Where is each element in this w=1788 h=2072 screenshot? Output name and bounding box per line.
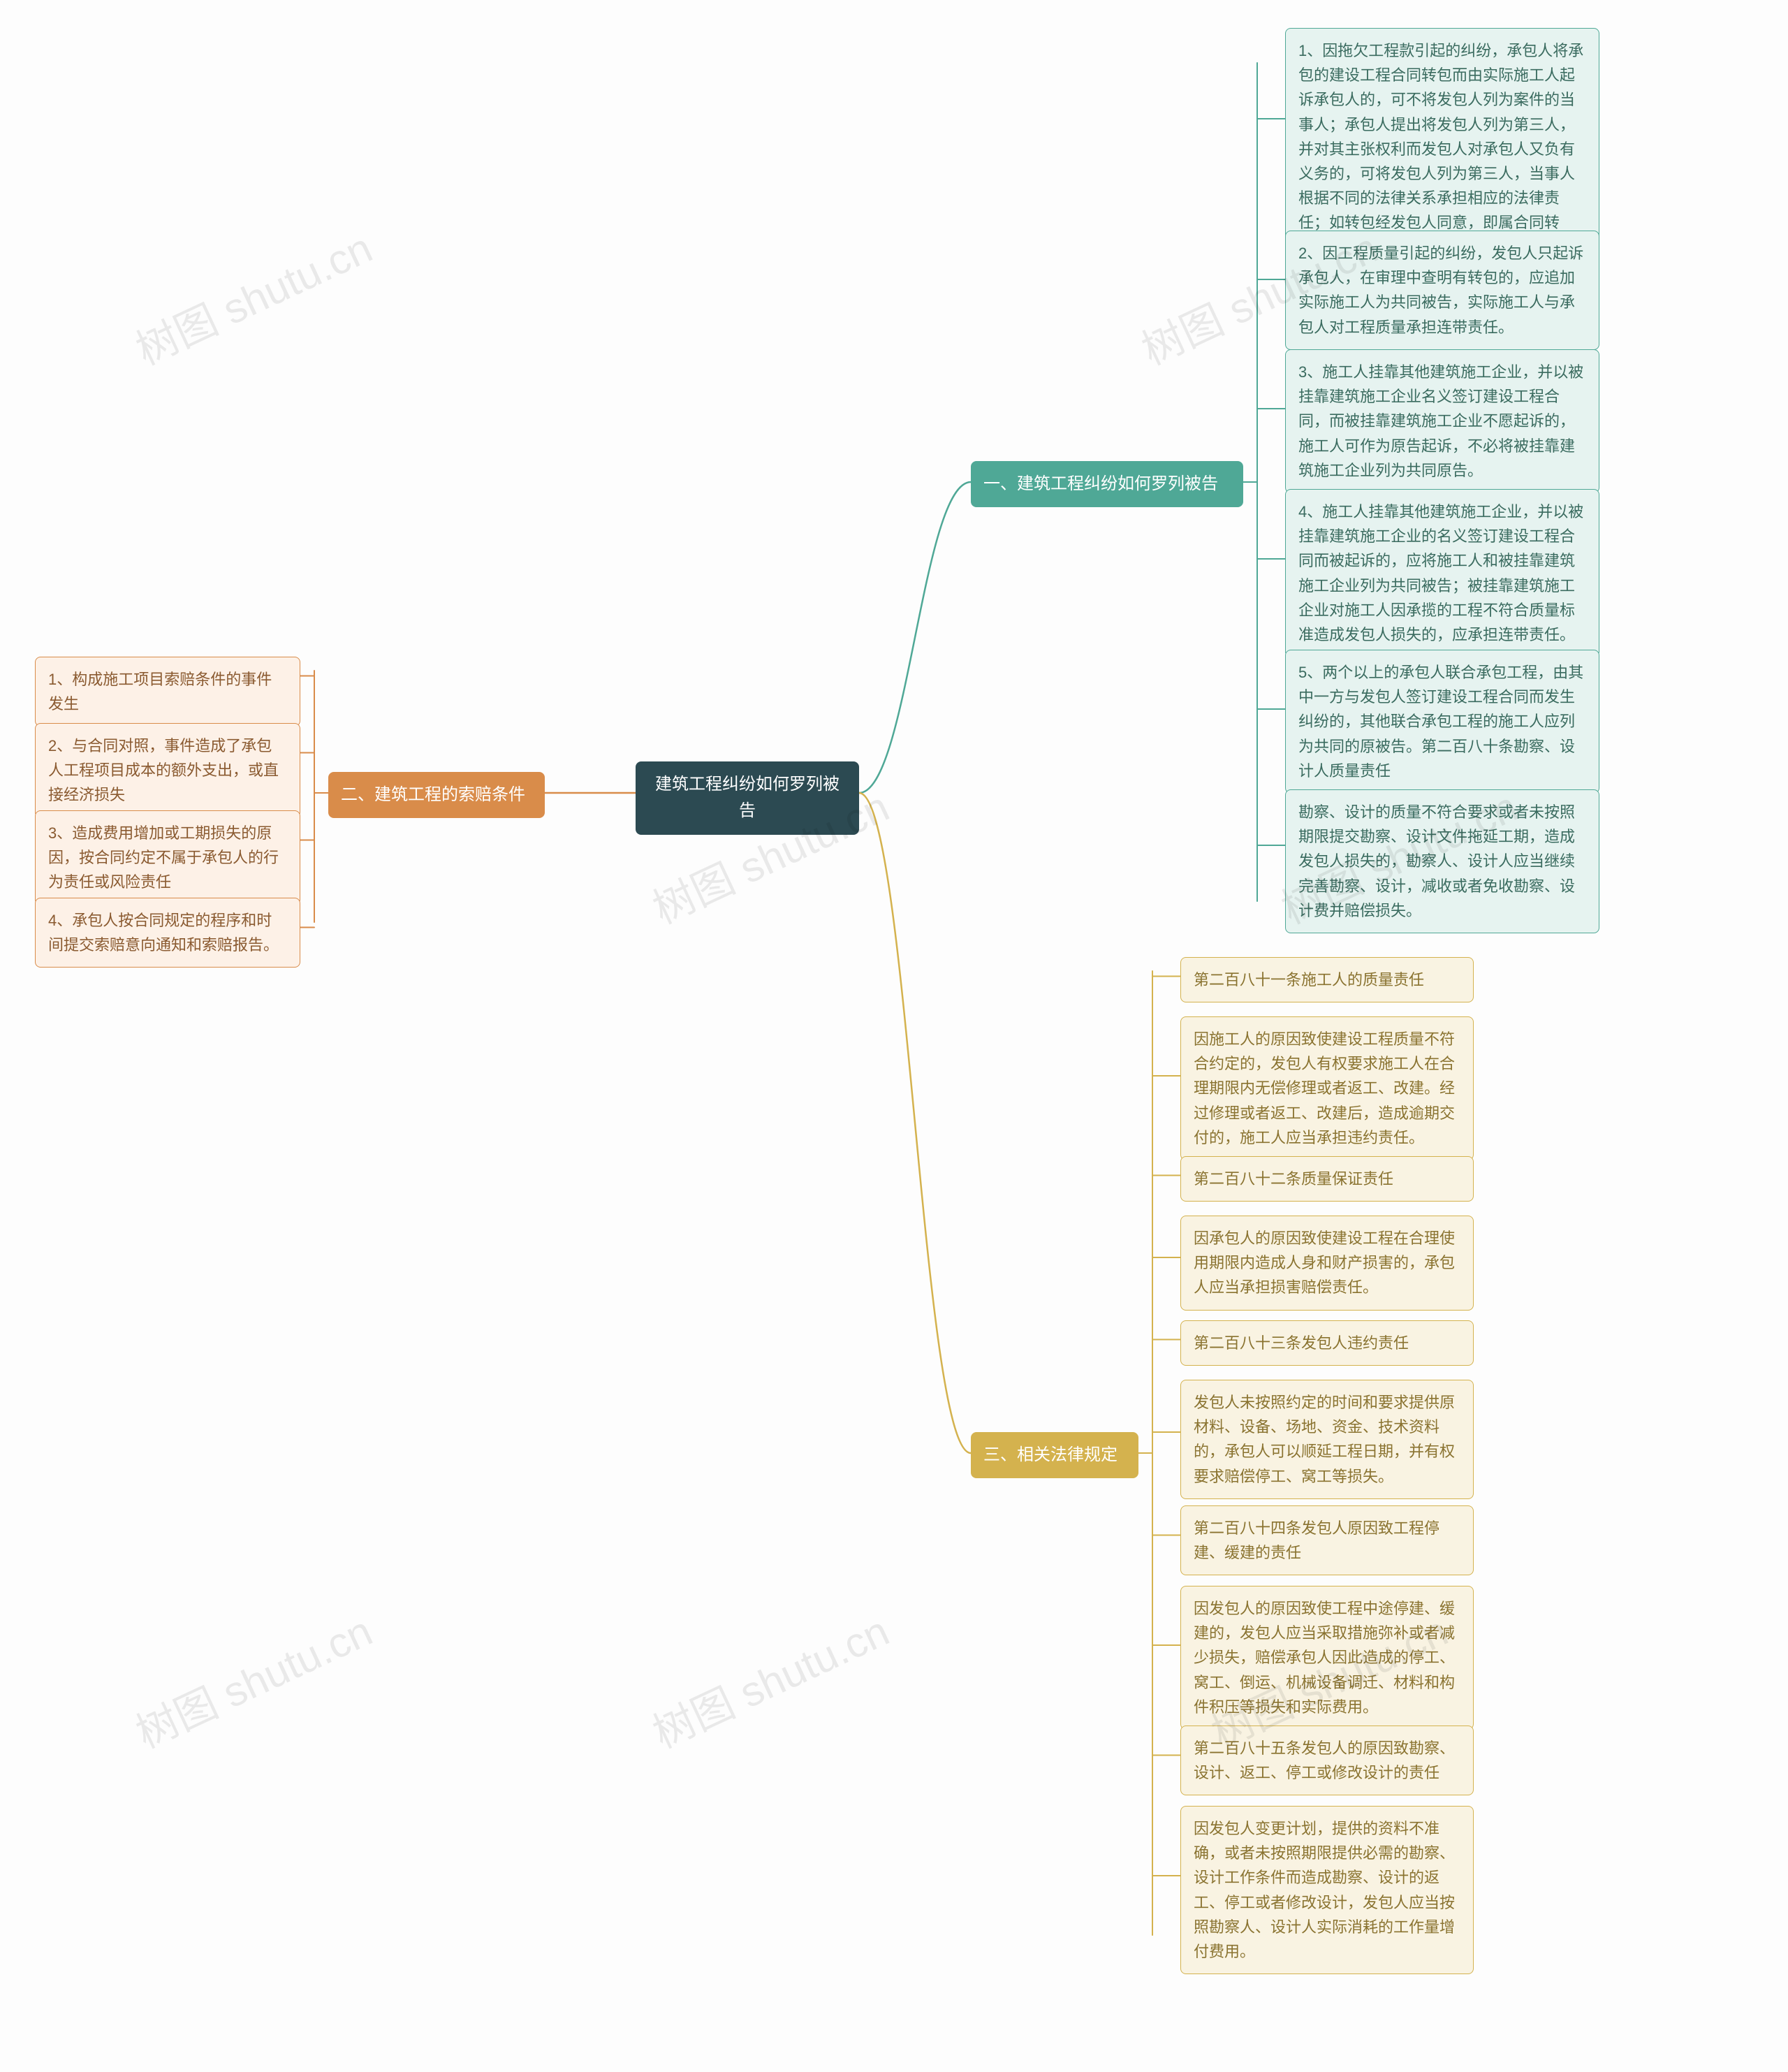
leaf-b1-4: 5、两个以上的承包人联合承包工程，由其中一方与发包人签订建设工程合同而发生纠纷的… (1285, 650, 1599, 794)
branch-b2: 二、建筑工程的索赔条件 (328, 772, 545, 818)
leaf-b2-1: 2、与合同对照，事件造成了承包人工程项目成本的额外支出，或直接经济损失 (35, 723, 300, 818)
watermark: 树图 shutu.cn (642, 1598, 897, 1760)
leaf-b2-2: 3、造成费用增加或工期损失的原因，按合同约定不属于承包人的行为责任或风险责任 (35, 810, 300, 905)
leaf-b3-8: 第二百八十五条发包人的原因致勘察、设计、返工、停工或修改设计的责任 (1180, 1726, 1474, 1795)
leaf-b2-0: 1、构成施工项目索赔条件的事件发生 (35, 657, 300, 727)
leaf-b3-2: 第二百八十二条质量保证责任 (1180, 1156, 1474, 1202)
watermark: 树图 shutu.cn (125, 1598, 381, 1760)
leaf-b3-1: 因施工人的原因致使建设工程质量不符合约定的，发包人有权要求施工人在合理期限内无偿… (1180, 1016, 1474, 1160)
leaf-b3-4: 第二百八十三条发包人违约责任 (1180, 1320, 1474, 1366)
leaf-b3-0: 第二百八十一条施工人的质量责任 (1180, 957, 1474, 1002)
branch-b3: 三、相关法律规定 (971, 1432, 1138, 1478)
leaf-b1-3: 4、施工人挂靠其他建筑施工企业，并以被挂靠建筑施工企业的名义签订建设工程合同而被… (1285, 489, 1599, 657)
branch-b1: 一、建筑工程纠纷如何罗列被告 (971, 461, 1243, 507)
watermark: 树图 shutu.cn (125, 214, 381, 377)
leaf-b1-5: 勘察、设计的质量不符合要求或者未按照期限提交勘察、设计文件拖延工期，造成发包人损… (1285, 789, 1599, 933)
leaf-b3-3: 因承包人的原因致使建设工程在合理使用期限内造成人身和财产损害的，承包人应当承担损… (1180, 1216, 1474, 1311)
leaf-b3-9: 因发包人变更计划，提供的资料不准确，或者未按照期限提供必需的勘察、设计工作条件而… (1180, 1806, 1474, 1974)
leaf-b1-2: 3、施工人挂靠其他建筑施工企业，并以被挂靠建筑施工企业名义签订建设工程合同，而被… (1285, 349, 1599, 493)
leaf-b1-1: 2、因工程质量引起的纠纷，发包人只起诉承包人，在审理中查明有转包的，应追加实际施… (1285, 231, 1599, 350)
leaf-b3-5: 发包人未按照约定的时间和要求提供原材料、设备、场地、资金、技术资料的，承包人可以… (1180, 1380, 1474, 1499)
root-node: 建筑工程纠纷如何罗列被告 (636, 761, 859, 835)
leaf-b3-6: 第二百八十四条发包人原因致工程停建、缓建的责任 (1180, 1505, 1474, 1575)
leaf-b2-3: 4、承包人按合同规定的程序和时间提交索赔意向通知和索赔报告。 (35, 898, 300, 968)
leaf-b3-7: 因发包人的原因致使工程中途停建、缓建的，发包人应当采取措施弥补或者减少损失，赔偿… (1180, 1586, 1474, 1730)
